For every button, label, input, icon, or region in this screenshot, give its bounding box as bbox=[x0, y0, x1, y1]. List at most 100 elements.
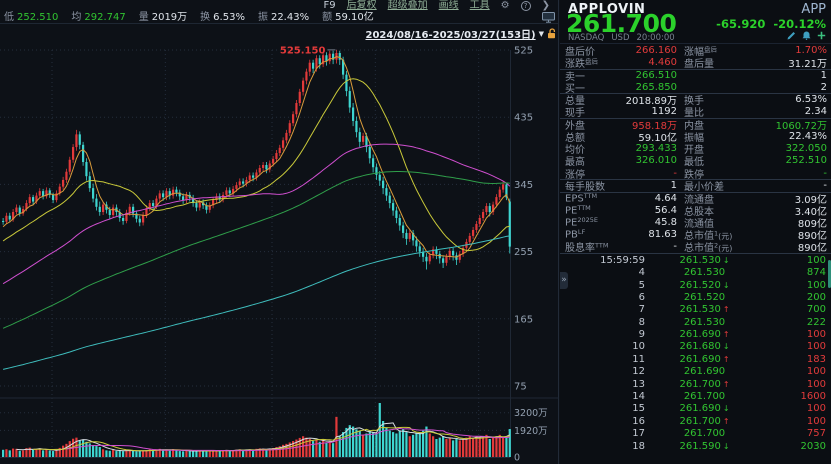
quote-header: APPLOVIN APP 261.700 -65.920 -20.12% NAS… bbox=[560, 0, 831, 43]
trade-volume: 700 bbox=[806, 304, 826, 316]
quote-value: 322.050 bbox=[785, 143, 827, 155]
quote-row: 股息率TTM - 总市值2(元) 890亿 bbox=[560, 241, 831, 255]
down-arrow-icon: ↓ bbox=[722, 441, 730, 451]
stat-label: 均 bbox=[71, 12, 82, 23]
quote-value: 326.010 bbox=[635, 155, 677, 167]
stat-value: 292.747 bbox=[84, 12, 126, 23]
quote-value: 3.40亿 bbox=[794, 206, 827, 218]
chart-section: F9 后复权 超级叠加 画线 工具 ⚙? ❯ 低 252.510 均 292.747 量 2019万 换… bbox=[0, 0, 559, 464]
quote-value: 45.8 bbox=[654, 216, 677, 228]
stat-value: 6.53% bbox=[213, 12, 245, 23]
stat-label: 低 bbox=[4, 12, 14, 23]
quote-label: 总市值2(元) bbox=[684, 241, 733, 255]
quote-value: 56.4 bbox=[654, 204, 677, 216]
trade-row: 16 261.700 ↑ 100 bbox=[560, 415, 831, 427]
trade-time: 15:59:59 bbox=[600, 254, 645, 266]
plus-icon[interactable] bbox=[817, 31, 826, 40]
svg-text:525.150: 525.150 bbox=[280, 45, 326, 56]
quote-value: 1 bbox=[820, 69, 827, 81]
label-superscript: 盘后 bbox=[704, 45, 717, 54]
trade-row: 14 261.700 1600 bbox=[560, 390, 831, 402]
up-arrow-icon: ↑ bbox=[722, 416, 730, 426]
trade-price: 261.700 ↑ bbox=[679, 415, 730, 427]
toolbar-item-3[interactable]: 画线 bbox=[438, 0, 459, 11]
date-range-selector[interactable]: 2024/08/16-2025/03/27(153日) ▼ bbox=[366, 26, 558, 41]
chevron-down-icon[interactable]: ▼ bbox=[538, 29, 544, 38]
quote-panel: » APPLOVIN APP 261.700 -65.920 -20.12% bbox=[560, 0, 831, 464]
time-sales-list[interactable]: 15:59:59 261.530 ↓ 100 4 261.530 874 5 261.520 ↓ 1… bbox=[560, 253, 831, 452]
last-price: 261.700 bbox=[566, 9, 677, 38]
quote-label: 量比 bbox=[684, 108, 704, 120]
trade-price: 261.690 bbox=[683, 366, 726, 378]
toolbar-item-0[interactable]: F9 bbox=[323, 0, 336, 11]
quote-label: EPSTTM bbox=[565, 191, 598, 205]
trade-volume: 100 bbox=[806, 329, 826, 341]
toolbar-item-4[interactable]: 工具 bbox=[469, 0, 490, 11]
quote-label: 每手股数 bbox=[565, 182, 605, 194]
quote-label: 涨停 bbox=[565, 169, 585, 181]
unlock-icon[interactable] bbox=[547, 28, 557, 39]
label-superscript: TTM bbox=[577, 203, 591, 212]
quote-value: 2.34 bbox=[804, 106, 827, 118]
trade-price: 261.690 ↑ bbox=[679, 353, 730, 365]
chevron-right-icon[interactable]: ❯ bbox=[541, 0, 550, 11]
trade-volume: 200 bbox=[806, 291, 826, 303]
stat-label: 振 bbox=[257, 12, 268, 23]
trade-row: 15 261.690 ↓ 100 bbox=[560, 403, 831, 415]
toolbar-item-1[interactable]: 后复权 bbox=[346, 0, 377, 11]
trade-price: 261.520 bbox=[683, 291, 726, 303]
candlestick-chart[interactable]: 525 435 345 255 165 75 3200万 1920万 0 525.150 bbox=[0, 24, 559, 464]
chart-toolbar: F9 后复权 超级叠加 画线 工具 ⚙? ❯ bbox=[324, 0, 550, 12]
pencil-icon[interactable] bbox=[787, 31, 796, 40]
monitor-icon[interactable] bbox=[542, 12, 555, 23]
scrollbar-thumb[interactable] bbox=[828, 260, 831, 288]
quote-row: 外盘 958.18万 内盘 1060.72万 bbox=[560, 117, 831, 132]
trade-price: 261.700 bbox=[683, 391, 726, 403]
market-info-line: NASDAQ USD 20:00:00 bbox=[568, 33, 675, 43]
trade-time: 14 bbox=[632, 391, 645, 403]
bell-icon[interactable] bbox=[802, 31, 811, 40]
help-icon[interactable]: ? bbox=[520, 1, 531, 11]
quote-label: 最小价差 bbox=[684, 182, 724, 194]
quote-row: 总额 59.10亿 振幅 22.43% bbox=[560, 130, 831, 144]
quote-value: 890亿 bbox=[797, 231, 827, 243]
quote-label: 卖一 bbox=[565, 71, 585, 83]
up-arrow-icon: ↑ bbox=[722, 379, 730, 389]
up-arrow-icon: ↑ bbox=[722, 330, 730, 340]
quote-label: 换手 bbox=[684, 96, 704, 108]
quote-value: 1060.72万 bbox=[775, 120, 827, 132]
trade-time: 8 bbox=[638, 316, 645, 328]
label-superscript: LF bbox=[577, 228, 586, 237]
quote-row: 每手股数 1 最小价差 - bbox=[560, 179, 831, 194]
stat-label: 额 bbox=[322, 12, 333, 23]
trade-volume: 100 bbox=[806, 254, 826, 266]
trade-row: 5 261.520 ↓ 100 bbox=[560, 279, 831, 291]
stat-4: 振 22.43% bbox=[258, 12, 309, 24]
panel-expand-icon[interactable]: » bbox=[560, 272, 568, 289]
trade-volume: 100 bbox=[806, 366, 826, 378]
up-arrow-icon: ↑ bbox=[722, 354, 730, 364]
exchange-label: NASDAQ bbox=[568, 33, 605, 43]
stock-name: APPLOVIN bbox=[568, 2, 646, 17]
quote-label: 现手 bbox=[565, 108, 585, 120]
quote-row: 涨跌盘后 4.460 盘后量 31.21万 bbox=[560, 56, 831, 70]
down-arrow-icon: ↓ bbox=[722, 280, 730, 290]
trade-price: 261.530 bbox=[683, 316, 726, 328]
quote-label: 买一 bbox=[565, 83, 585, 95]
toolbar-item-2[interactable]: 超级叠加 bbox=[387, 0, 428, 11]
quote-row: 盘后价 266.160 涨幅盘后 1.70% bbox=[560, 44, 831, 58]
gear-icon[interactable]: ⚙ bbox=[500, 0, 510, 11]
down-arrow-icon: ↓ bbox=[722, 404, 730, 414]
trade-row: 17 261.700 757 bbox=[560, 428, 831, 440]
quote-value: 3.09亿 bbox=[794, 194, 827, 206]
trade-time: 10 bbox=[632, 341, 645, 353]
quote-time: 20:00:00 bbox=[636, 33, 675, 43]
date-range-label[interactable]: 2024/08/16-2025/03/27(153日) bbox=[365, 30, 536, 41]
trade-volume: 100 bbox=[806, 415, 826, 427]
svg-text:3200万: 3200万 bbox=[514, 408, 548, 419]
quote-value: 890亿 bbox=[797, 243, 827, 255]
trade-price: 261.690 ↑ bbox=[679, 329, 730, 341]
trade-row: 13 261.700 ↑ 100 bbox=[560, 378, 831, 390]
quote-label: 最低 bbox=[684, 157, 704, 169]
